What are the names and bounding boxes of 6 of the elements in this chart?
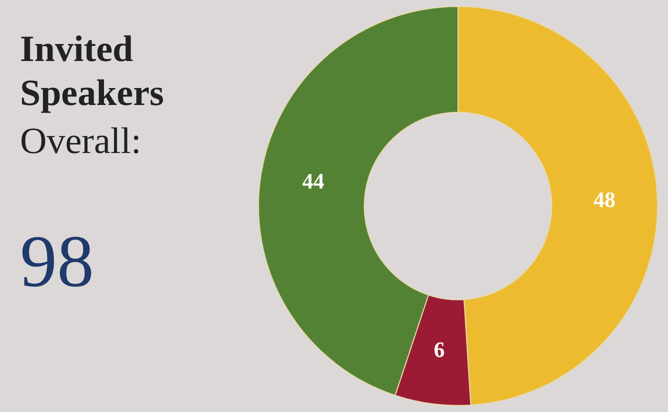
data-label: 48 (594, 186, 616, 212)
text: Overall: (20, 120, 142, 163)
data-label: 44 (302, 168, 324, 194)
text: 98 (20, 220, 94, 305)
data-label: 6 (434, 337, 445, 362)
text: Invited Speakers (20, 28, 165, 116)
